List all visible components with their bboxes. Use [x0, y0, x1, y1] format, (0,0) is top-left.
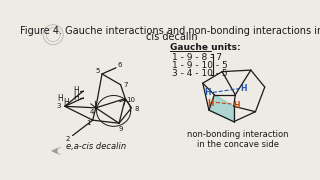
Text: 1 - 9 - 10 - 5: 1 - 9 - 10 - 5 [172, 61, 228, 70]
Text: 5: 5 [96, 68, 100, 74]
Text: 8: 8 [135, 106, 139, 112]
Text: H: H [233, 101, 239, 110]
Text: H: H [63, 98, 69, 107]
Text: 9: 9 [118, 126, 123, 132]
Text: Gauche units:: Gauche units: [170, 43, 241, 52]
Text: 3: 3 [56, 103, 61, 109]
Text: Figure 4. Gauche interactions and non-bonding interactions in: Figure 4. Gauche interactions and non-bo… [20, 26, 320, 36]
Text: H: H [73, 86, 79, 95]
Text: 3 - 4 - 10 - 5: 3 - 4 - 10 - 5 [172, 69, 228, 78]
Text: 7: 7 [123, 82, 127, 88]
Text: cis decalin: cis decalin [146, 32, 197, 42]
Text: ◀: ◀ [51, 147, 57, 156]
Text: H: H [240, 84, 246, 93]
Text: H: H [73, 93, 79, 102]
Text: H: H [204, 88, 211, 97]
Text: 2: 2 [66, 136, 70, 142]
Text: e,a-cis decalin: e,a-cis decalin [66, 142, 126, 151]
Text: non-bonding interaction
in the concave side: non-bonding interaction in the concave s… [187, 130, 288, 149]
Text: 6: 6 [117, 62, 122, 68]
Polygon shape [209, 95, 234, 122]
Text: 10: 10 [126, 97, 135, 103]
Text: 4: 4 [90, 109, 94, 115]
Text: 1: 1 [86, 120, 90, 126]
Text: 1 - 9 - 8 - 7: 1 - 9 - 8 - 7 [172, 53, 222, 62]
Text: H: H [57, 94, 63, 103]
Text: H: H [207, 100, 214, 109]
